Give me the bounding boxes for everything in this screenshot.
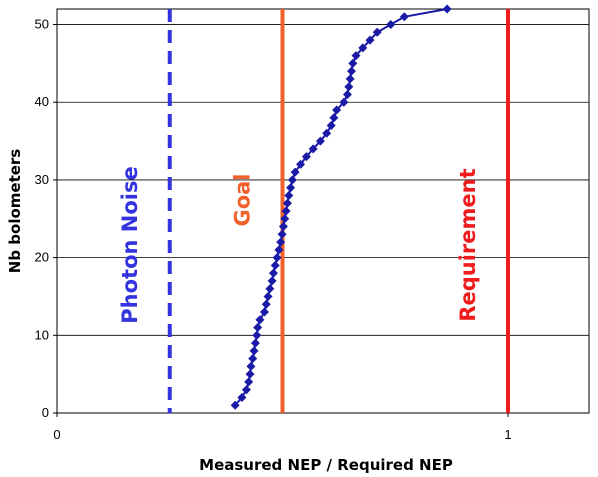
- data-point-30: [287, 175, 297, 185]
- data-point-51: [399, 12, 409, 22]
- data-point-31: [290, 167, 300, 177]
- data-point-26: [281, 206, 291, 216]
- y-tick-label-10: 10: [35, 327, 49, 342]
- data-point-43: [345, 74, 355, 84]
- data-point-4: [244, 377, 254, 387]
- data-series: [230, 4, 452, 410]
- data-point-11: [253, 323, 263, 333]
- x-tick-label-0: 0: [53, 427, 60, 442]
- data-point-35: [315, 136, 325, 146]
- data-point-23: [277, 229, 287, 239]
- data-point-29: [286, 183, 296, 193]
- x-tick-label-1: 1: [504, 427, 511, 442]
- reference-lines: Photon Noise Goal Requirement: [118, 9, 510, 413]
- data-point-41: [342, 89, 352, 99]
- data-point-33: [301, 152, 311, 162]
- data-point-49: [372, 27, 382, 37]
- data-point-44: [347, 66, 357, 76]
- data-point-14: [261, 299, 271, 309]
- data-point-5: [245, 369, 255, 379]
- data-point-19: [270, 260, 280, 270]
- data-point-46: [351, 51, 361, 61]
- data-point-47: [358, 43, 368, 53]
- data-point-40: [339, 97, 349, 107]
- requirement-label: Requirement: [456, 168, 480, 321]
- y-tick-label-40: 40: [35, 94, 49, 109]
- y-tick-label-20: 20: [35, 250, 49, 265]
- data-point-13: [259, 307, 269, 317]
- y-tick-label-30: 30: [35, 172, 49, 187]
- data-point-21: [274, 245, 284, 255]
- data-point-24: [278, 222, 288, 232]
- data-point-2: [237, 392, 247, 402]
- gridlines: [57, 24, 589, 336]
- data-point-34: [308, 144, 318, 154]
- data-point-32: [296, 159, 306, 169]
- data-point-42: [344, 82, 354, 92]
- y-axis: 0 10 20 30 40 50: [35, 17, 57, 420]
- data-point-25: [280, 214, 290, 224]
- data-point-52: [442, 4, 452, 14]
- data-point-45: [348, 58, 358, 68]
- data-point-9: [250, 338, 260, 348]
- data-point-15: [263, 291, 273, 301]
- data-point-38: [329, 113, 339, 123]
- data-point-6: [246, 361, 256, 371]
- data-point-48: [365, 35, 375, 45]
- data-point-12: [255, 315, 265, 325]
- data-point-20: [272, 253, 282, 263]
- data-point-28: [284, 190, 294, 200]
- data-point-3: [241, 385, 251, 395]
- data-point-7: [248, 354, 258, 364]
- x-axis-title: Measured NEP / Required NEP: [199, 456, 453, 474]
- data-point-50: [386, 20, 396, 30]
- data-point-8: [249, 346, 259, 356]
- data-point-27: [282, 198, 292, 208]
- data-point-36: [322, 128, 332, 138]
- data-point-1: [230, 400, 240, 410]
- y-axis-title: Nb bolometers: [6, 149, 24, 274]
- data-point-37: [326, 121, 336, 131]
- goal-label: Goal: [231, 173, 255, 226]
- y-tick-label-0: 0: [42, 405, 49, 420]
- data-point-18: [268, 268, 278, 278]
- data-point-39: [332, 105, 342, 115]
- plot-area: [56, 8, 590, 414]
- data-point-16: [265, 284, 275, 294]
- data-point-22: [276, 237, 286, 247]
- data-point-17: [267, 276, 277, 286]
- photon-noise-label: Photon Noise: [118, 166, 142, 323]
- y-tick-label-50: 50: [35, 17, 49, 32]
- series-line: [234, 8, 448, 406]
- data-point-10: [252, 330, 262, 340]
